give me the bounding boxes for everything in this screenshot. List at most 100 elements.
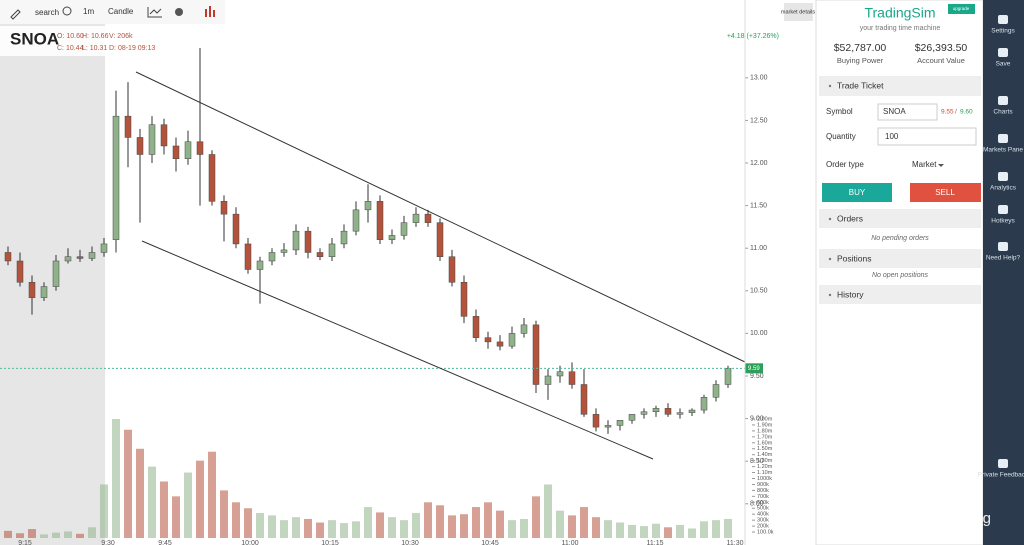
buying-power-label: Buying Power [837, 56, 884, 65]
nav-label[interactable]: Need Help? [986, 255, 1021, 262]
positions[interactable]: Positions [837, 253, 872, 263]
volume-bar [484, 502, 492, 538]
y-tick-label: 13.00 [750, 75, 768, 82]
candle-body [400, 222, 408, 236]
candle-body [520, 324, 528, 334]
nav-label[interactable]: Markets Pane [983, 147, 1023, 154]
section-bullets [828, 84, 832, 297]
dropdown-arrow[interactable] [938, 164, 944, 167]
history[interactable]: History [837, 289, 864, 299]
candle-body [28, 282, 36, 298]
settings-icon[interactable] [175, 8, 183, 16]
volume-bar [364, 507, 372, 538]
legend-bg [0, 26, 160, 56]
section-header[interactable] [819, 76, 981, 96]
indicator-icon[interactable] [147, 7, 162, 18]
volume-tick-label: 300k [757, 518, 769, 524]
sell-button[interactable] [910, 183, 981, 202]
candle-body [712, 384, 720, 398]
bars-icon[interactable] [205, 6, 215, 17]
nav-icon[interactable] [998, 15, 1008, 24]
tagline: your trading time machine [860, 25, 941, 32]
section-header[interactable] [819, 249, 981, 268]
ohlc-open: O: 10.60 [57, 33, 84, 40]
nav-icon[interactable] [998, 242, 1008, 251]
buy[interactable]: BUY [849, 188, 866, 197]
section-header[interactable] [819, 209, 981, 228]
no-positions: No open positions [872, 272, 929, 279]
badge[interactable]: upgrade [953, 6, 970, 11]
account-value-label: Account Value [917, 56, 965, 65]
order-type[interactable]: Market [912, 160, 937, 169]
x-tick-label: 10:45 [481, 540, 499, 545]
candle-body [676, 412, 684, 415]
nav-label[interactable]: Private Feedback [978, 472, 1024, 479]
candle-body [580, 384, 588, 415]
candle-body [160, 124, 168, 147]
volume-bar [4, 530, 12, 538]
pencil-icon[interactable] [10, 9, 21, 20]
volume-tick-label: 600k [757, 500, 769, 506]
orders[interactable]: Orders [837, 213, 863, 223]
volume-bar [280, 520, 288, 538]
market-details-button[interactable] [784, 3, 813, 21]
volume-tick-label: 1.70m [757, 434, 773, 440]
volume-bar [376, 512, 384, 538]
candle-body [568, 371, 576, 385]
volume-bar [328, 520, 336, 538]
volume-bar [124, 429, 132, 538]
nav-label[interactable]: Save [996, 61, 1011, 68]
trade-ticket[interactable]: Trade Ticket [837, 80, 884, 90]
symbol-value[interactable]: SNOA [883, 107, 906, 116]
candle-body [4, 252, 12, 262]
section-header[interactable] [819, 285, 981, 304]
volume-bar [424, 502, 432, 538]
volume-bar [232, 502, 240, 538]
candle-body [136, 137, 144, 155]
quantity[interactable]: 100 [885, 132, 899, 141]
candle-body [436, 222, 444, 257]
volume-tick-label: 400k [757, 512, 769, 518]
search-icon[interactable] [62, 6, 72, 16]
nav-icon[interactable] [998, 134, 1008, 143]
interval[interactable]: 1m [83, 7, 94, 16]
volume-bar [160, 481, 168, 538]
y-tick-label: 11.00 [750, 245, 767, 252]
volume-bar [568, 515, 576, 538]
symbol-input[interactable] [877, 103, 938, 121]
sell[interactable]: SELL [935, 188, 955, 197]
candle-body [304, 230, 312, 253]
search[interactable]: search [35, 8, 59, 17]
nav-label[interactable]: Hotkeys [991, 218, 1015, 225]
candle-body [508, 333, 516, 347]
badge-bg[interactable] [948, 4, 975, 14]
candle-body [640, 411, 648, 415]
volume-tick-label: 1.20m [757, 464, 773, 470]
candle-body [496, 341, 504, 347]
nav-icon[interactable] [998, 172, 1008, 181]
chart-style[interactable]: Candle [108, 7, 134, 16]
volume-bar [112, 419, 120, 538]
quantity-input[interactable] [877, 127, 977, 146]
brand: TradingSim [864, 5, 935, 21]
nav-icon[interactable] [998, 459, 1008, 468]
trendline [141, 240, 654, 460]
change: +4.18 (+37.26%) [727, 33, 779, 40]
volume-bar [628, 524, 636, 538]
last-price-tag [745, 363, 763, 374]
nav-icon[interactable] [998, 205, 1008, 214]
volume-bar [40, 534, 48, 538]
nav-label[interactable]: Charts [993, 109, 1013, 116]
nav-label[interactable]: Analytics [990, 185, 1017, 192]
volume-tick-label: 1.90m [757, 422, 773, 428]
nav-icon[interactable] [998, 48, 1008, 57]
volume-bar [400, 520, 408, 538]
candle-body [556, 371, 564, 377]
nav-icon[interactable] [998, 96, 1008, 105]
nav-label[interactable]: Settings [991, 28, 1015, 35]
buy-button[interactable] [822, 183, 892, 202]
volume-tick-label: 1.40m [757, 452, 773, 458]
market-details[interactable]: market details [781, 9, 815, 15]
candle-body [424, 213, 432, 223]
